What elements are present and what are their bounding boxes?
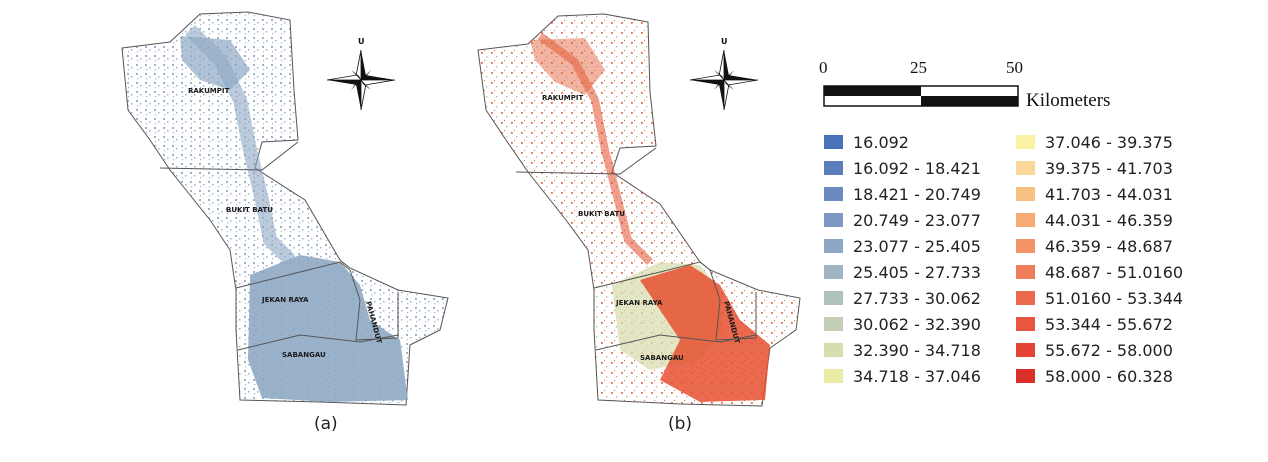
- legend-label: 51.0160 - 53.344: [1045, 288, 1184, 308]
- legend-label: 27.733 - 30.062: [853, 288, 981, 308]
- legend-label: 23.077 - 25.405: [853, 236, 981, 256]
- legend-swatch: [1016, 369, 1035, 383]
- legend-item: 27.733 - 30.062: [824, 288, 981, 308]
- legend-swatch: [1016, 317, 1035, 331]
- legend-label: 16.092 - 18.421: [853, 158, 981, 178]
- scale-bar-segment: [921, 96, 1018, 106]
- legend-swatch: [1016, 161, 1035, 175]
- scale-unit-label: Kilometers: [1026, 90, 1111, 111]
- map-panel-b: RAKUMPIT BUKIT BATU JEKAN RAYA PAHANDUT …: [477, 13, 801, 407]
- legend-swatch: [824, 317, 843, 331]
- urban-cluster: [248, 255, 408, 402]
- legend-swatch: [1016, 291, 1035, 305]
- legend-swatch: [824, 187, 843, 201]
- legend-swatch: [1016, 213, 1035, 227]
- legend-item: 41.703 - 44.031: [1016, 184, 1173, 204]
- legend-swatch: [1016, 343, 1035, 357]
- district-boundary: [349, 269, 399, 341]
- legend-label: 37.046 - 39.375: [1045, 132, 1173, 152]
- legend-label: 48.687 - 51.0160: [1045, 262, 1184, 282]
- legend-item: 16.092: [824, 132, 909, 152]
- legend-swatch: [824, 239, 843, 253]
- north-letter: U: [358, 37, 365, 46]
- district-boundary: [593, 261, 711, 289]
- legend-label: 20.749 - 23.077: [853, 210, 981, 230]
- district-outline: [121, 11, 449, 406]
- legend-swatch: [824, 213, 843, 227]
- legend-swatch: [824, 135, 843, 149]
- region-label-bukit-batu: BUKIT BATU: [226, 206, 273, 214]
- region-label-jekan-raya: JEKAN RAYA: [261, 296, 309, 304]
- legend-swatch: [824, 343, 843, 357]
- legend-label: 30.062 - 32.390: [853, 314, 981, 334]
- legend-item: 53.344 - 55.672: [1016, 314, 1173, 334]
- legend-swatch: [1016, 135, 1035, 149]
- legend-item: 34.718 - 37.046: [824, 366, 981, 386]
- panel-caption-b: (b): [668, 414, 693, 434]
- legend-item: 48.687 - 51.0160: [1016, 262, 1183, 282]
- legend-item: 44.031 - 46.359: [1016, 210, 1173, 230]
- legend-label: 39.375 - 41.703: [1045, 158, 1173, 178]
- legend-swatch: [1016, 239, 1035, 253]
- legend-label: 44.031 - 46.359: [1045, 210, 1173, 230]
- legend-label: 32.390 - 34.718: [853, 340, 981, 360]
- legend-item: 30.062 - 32.390: [824, 314, 981, 334]
- legend-swatch: [824, 265, 843, 279]
- legend-item: 25.405 - 27.733: [824, 262, 981, 282]
- region-label-jekan-raya: JEKAN RAYA: [615, 299, 663, 307]
- legend-label: 16.092: [853, 132, 909, 152]
- legend-swatch: [1016, 187, 1035, 201]
- legend-swatch: [1016, 265, 1035, 279]
- urban-cluster-high: [640, 265, 770, 402]
- region-label-rakumpit: RAKUMPIT: [542, 94, 583, 102]
- panel-caption-a: (a): [314, 414, 338, 434]
- region-label-sabangau: SABANGAU: [282, 351, 326, 359]
- district-boundary: [235, 261, 351, 289]
- scale-bar-segment: [824, 86, 921, 96]
- legend-item: 51.0160 - 53.344: [1016, 288, 1183, 308]
- north-letter: U: [721, 37, 728, 46]
- legend-swatch: [824, 369, 843, 383]
- legend-item: 18.421 - 20.749: [824, 184, 981, 204]
- district-boundary: [159, 141, 299, 171]
- legend-item: 39.375 - 41.703: [1016, 158, 1173, 178]
- region-label-sabangau: SABANGAU: [640, 354, 684, 362]
- region-label-rakumpit: RAKUMPIT: [188, 87, 229, 95]
- map-panel-a: RAKUMPIT BUKIT BATU JEKAN RAYA PAHANDUT …: [121, 11, 449, 406]
- scale-tick-label: 25: [910, 58, 927, 77]
- scale-tick-label: 50: [1006, 58, 1023, 77]
- district-boundary: [709, 269, 757, 341]
- legend-item: 55.672 - 58.000: [1016, 340, 1173, 360]
- legend-label: 46.359 - 48.687: [1045, 236, 1173, 256]
- legend-label: 18.421 - 20.749: [853, 184, 981, 204]
- scale-tick-label: 0: [819, 58, 828, 77]
- north-arrow-icon: U: [326, 37, 396, 111]
- legend-label: 41.703 - 44.031: [1045, 184, 1173, 204]
- region-label-bukit-batu: BUKIT BATU: [578, 210, 625, 218]
- legend-swatch: [824, 291, 843, 305]
- legend-label: 53.344 - 55.672: [1045, 314, 1173, 334]
- legend-label: 34.718 - 37.046: [853, 366, 981, 386]
- north-cluster: [530, 38, 605, 95]
- legend-label: 58.000 - 60.328: [1045, 366, 1173, 386]
- north-cluster: [180, 36, 250, 90]
- legend-item: 58.000 - 60.328: [1016, 366, 1173, 386]
- district-boundary: [515, 147, 657, 175]
- legend-swatch: [824, 161, 843, 175]
- north-arrow-icon: U: [689, 37, 759, 111]
- legend-item: 37.046 - 39.375: [1016, 132, 1173, 152]
- scale-bar: [823, 85, 1019, 107]
- legend-item: 32.390 - 34.718: [824, 340, 981, 360]
- legend-label: 55.672 - 58.000: [1045, 340, 1173, 360]
- legend-item: 46.359 - 48.687: [1016, 236, 1173, 256]
- legend-label: 25.405 - 27.733: [853, 262, 981, 282]
- legend-item: 23.077 - 25.405: [824, 236, 981, 256]
- legend-item: 16.092 - 18.421: [824, 158, 981, 178]
- legend-item: 20.749 - 23.077: [824, 210, 981, 230]
